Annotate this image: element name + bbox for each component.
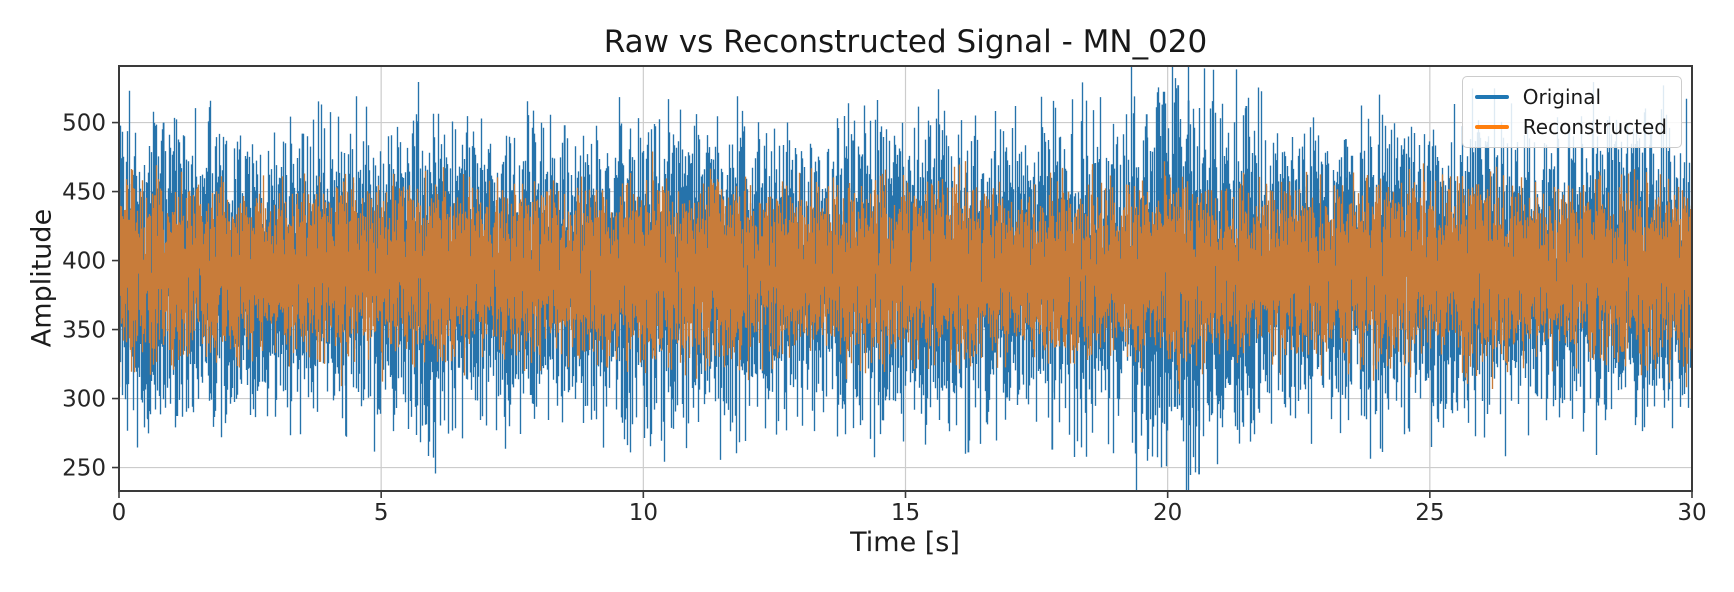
y-axis-label: Amplitude [26, 208, 58, 348]
x-tick-label: 5 [374, 500, 389, 526]
y-tick-label: 500 [62, 111, 106, 137]
x-tick-label: 30 [1677, 500, 1706, 526]
legend-entry-reconstructed: Reconstructed [1474, 115, 1667, 139]
y-tick-label: 400 [62, 249, 106, 275]
x-tick-label: 10 [629, 500, 658, 526]
x-tick-label: 0 [112, 500, 127, 526]
legend: Original Reconstructed [1461, 76, 1682, 148]
legend-entry-original: Original [1474, 85, 1667, 109]
legend-label-reconstructed: Reconstructed [1522, 115, 1667, 139]
axis-tick-labels: 0 5 10 15 20 25 30 250 300 350 400 450 500 [62, 111, 1707, 526]
axis-ticks [112, 121, 1693, 498]
y-tick-label: 350 [62, 318, 106, 344]
legend-label-original: Original [1522, 85, 1602, 109]
chart-title: Raw vs Reconstructed Signal - MN_020 [603, 24, 1208, 60]
reconstructed-line-swatch [1474, 125, 1509, 129]
x-axis-label: Time [s] [850, 527, 960, 558]
y-tick-label: 450 [62, 180, 106, 206]
x-tick-label: 15 [891, 500, 920, 526]
x-tick-label: 20 [1153, 500, 1182, 526]
y-tick-label: 300 [62, 387, 106, 413]
y-tick-label: 250 [62, 456, 106, 482]
original-line-swatch [1474, 95, 1509, 99]
x-tick-label: 25 [1415, 500, 1444, 526]
